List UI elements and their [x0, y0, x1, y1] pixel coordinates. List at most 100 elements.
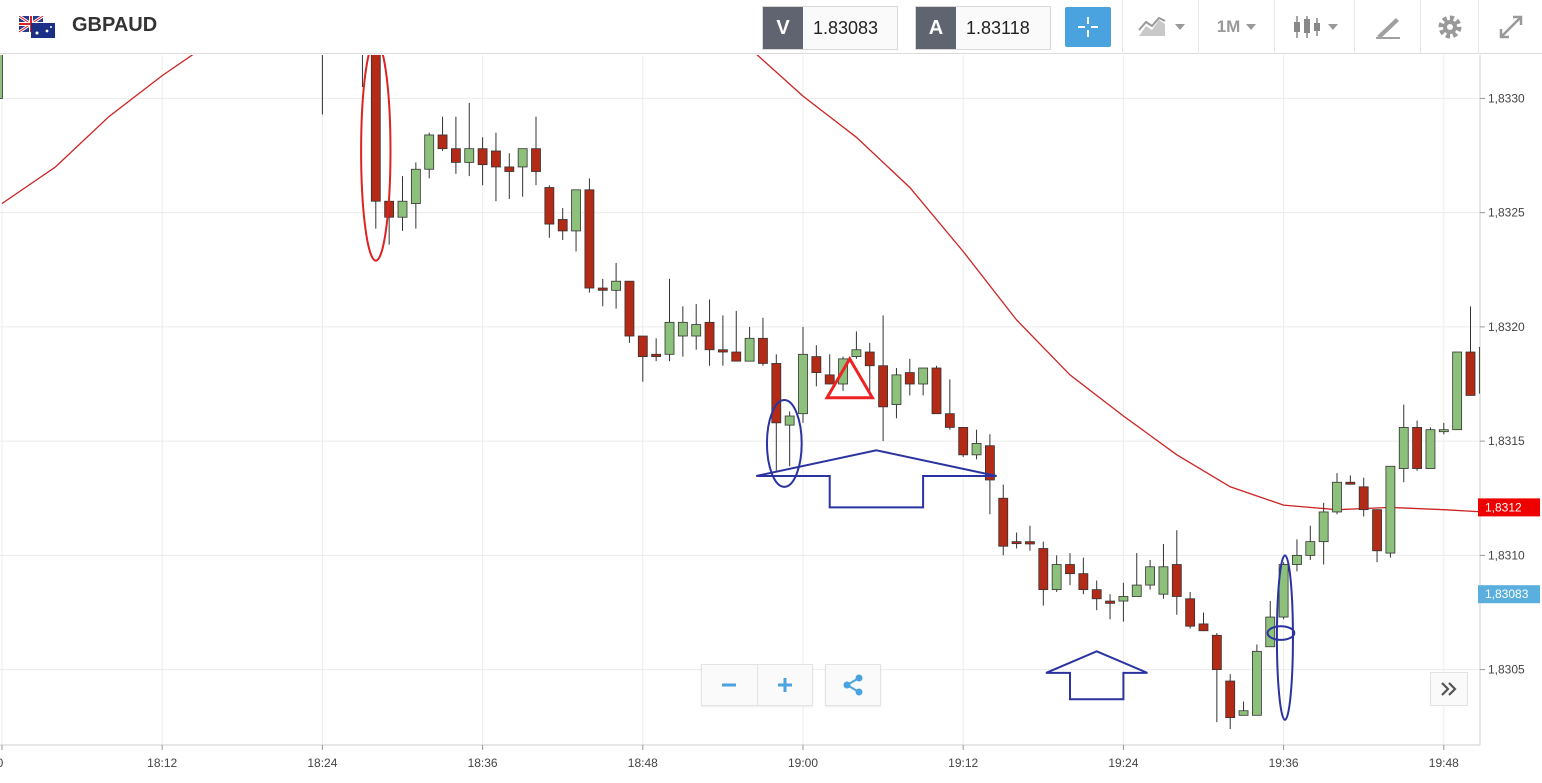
candle-body-down	[1065, 564, 1075, 575]
x-tick-label: 18:24	[307, 756, 337, 770]
candle-body-down	[370, 55, 381, 202]
instrument-symbol[interactable]: GBPAUD	[72, 14, 158, 36]
candle-body-up	[1438, 429, 1449, 433]
candle	[744, 326, 755, 362]
price-label: 1,83083	[1485, 587, 1529, 601]
settings-button[interactable]	[1420, 0, 1478, 54]
bid-quote[interactable]: V 1.83083	[762, 6, 898, 50]
annotation-triangle	[824, 355, 876, 400]
candle	[1412, 420, 1422, 471]
share-button[interactable]	[825, 664, 881, 706]
candle-body-down	[1345, 481, 1356, 485]
candle	[1051, 555, 1062, 592]
toolbar: GBPAUD V 1.83083 A 1.83118 1M	[0, 0, 1542, 54]
candle	[1105, 594, 1115, 620]
candle-body-down	[811, 356, 822, 373]
chart-type-button[interactable]	[1122, 0, 1198, 54]
candle-body-down	[1506, 361, 1515, 420]
candle	[1171, 530, 1182, 615]
candle-body-down	[1078, 573, 1089, 591]
candle-body-up	[397, 200, 408, 218]
candle-body-down	[491, 150, 501, 168]
candle-body-down	[1105, 600, 1115, 604]
crosshair-button[interactable]	[1065, 7, 1111, 47]
chevron-down-icon	[1174, 24, 1185, 30]
candle	[1211, 633, 1222, 723]
candle	[557, 208, 568, 241]
bid-label: V	[763, 7, 803, 49]
candle-body-down	[437, 134, 448, 150]
candle-body-down	[450, 148, 461, 163]
candle-body-up	[1118, 596, 1129, 602]
candle-body-up	[664, 321, 675, 355]
candle	[1078, 557, 1089, 595]
candle-body-up	[464, 148, 475, 163]
price-label: 1,8312	[1485, 500, 1522, 514]
candle	[1225, 674, 1236, 730]
candle-body-down	[1211, 634, 1222, 671]
candle	[450, 116, 461, 174]
candle	[1478, 347, 1480, 394]
candle	[584, 178, 595, 293]
candle-body-down	[878, 365, 888, 408]
candle	[811, 345, 822, 387]
candle	[958, 427, 969, 458]
candle-body-down	[958, 427, 969, 456]
annotation-arrow	[756, 449, 997, 509]
candle	[758, 317, 768, 366]
candle	[1265, 601, 1276, 648]
candle-body-up	[691, 324, 702, 337]
candle	[410, 162, 421, 229]
candle	[1185, 591, 1196, 629]
candle	[784, 411, 795, 467]
candle-body-down	[904, 372, 915, 385]
candle	[1198, 612, 1209, 632]
candle	[611, 262, 621, 309]
candle-body-down	[758, 337, 768, 364]
candle	[944, 379, 955, 430]
bid-value: 1.83083	[813, 17, 879, 38]
candle-body-up	[851, 349, 862, 357]
candle-body-down	[1025, 541, 1035, 545]
ask-value: 1.83118	[966, 17, 1030, 38]
candle-body-up	[744, 337, 755, 362]
candle	[1025, 525, 1035, 551]
candle	[437, 116, 448, 151]
candle-body-up	[1051, 564, 1062, 591]
candle-body-down	[651, 353, 662, 357]
candle	[771, 354, 782, 471]
drawing-tools-button[interactable]	[1354, 0, 1420, 54]
candle-body-up	[784, 415, 795, 426]
candle	[1372, 509, 1382, 563]
fullscreen-button[interactable]	[1478, 0, 1542, 54]
candle	[571, 189, 581, 252]
candle-body-up	[1145, 566, 1155, 586]
timeframe-button[interactable]: 1M	[1198, 0, 1274, 54]
zoom-in-button[interactable]	[756, 665, 813, 705]
zoom-controls	[701, 664, 813, 706]
candle-body-down	[731, 351, 742, 362]
candle-body-down	[1465, 351, 1476, 396]
candle	[1452, 351, 1463, 431]
zoom-out-button[interactable]	[702, 665, 757, 705]
candle-body-down	[1225, 680, 1236, 718]
candle	[1358, 477, 1369, 517]
candle-style-button[interactable]	[1274, 0, 1354, 54]
candle	[691, 304, 702, 350]
candle-body-up	[410, 168, 421, 204]
candle	[704, 299, 715, 366]
scroll-to-latest-button[interactable]	[1430, 672, 1468, 706]
candle-body-down	[1412, 427, 1422, 469]
candle	[1318, 502, 1329, 565]
candle-body-up	[798, 353, 808, 415]
candle	[864, 342, 875, 391]
chevron-down-icon	[1246, 24, 1257, 30]
candle	[824, 354, 835, 385]
candle	[731, 310, 742, 362]
candle	[878, 315, 888, 442]
candle-body-down	[557, 219, 568, 232]
timeframe-label: 1M	[1216, 17, 1241, 36]
ask-quote[interactable]: A 1.83118	[915, 6, 1051, 50]
